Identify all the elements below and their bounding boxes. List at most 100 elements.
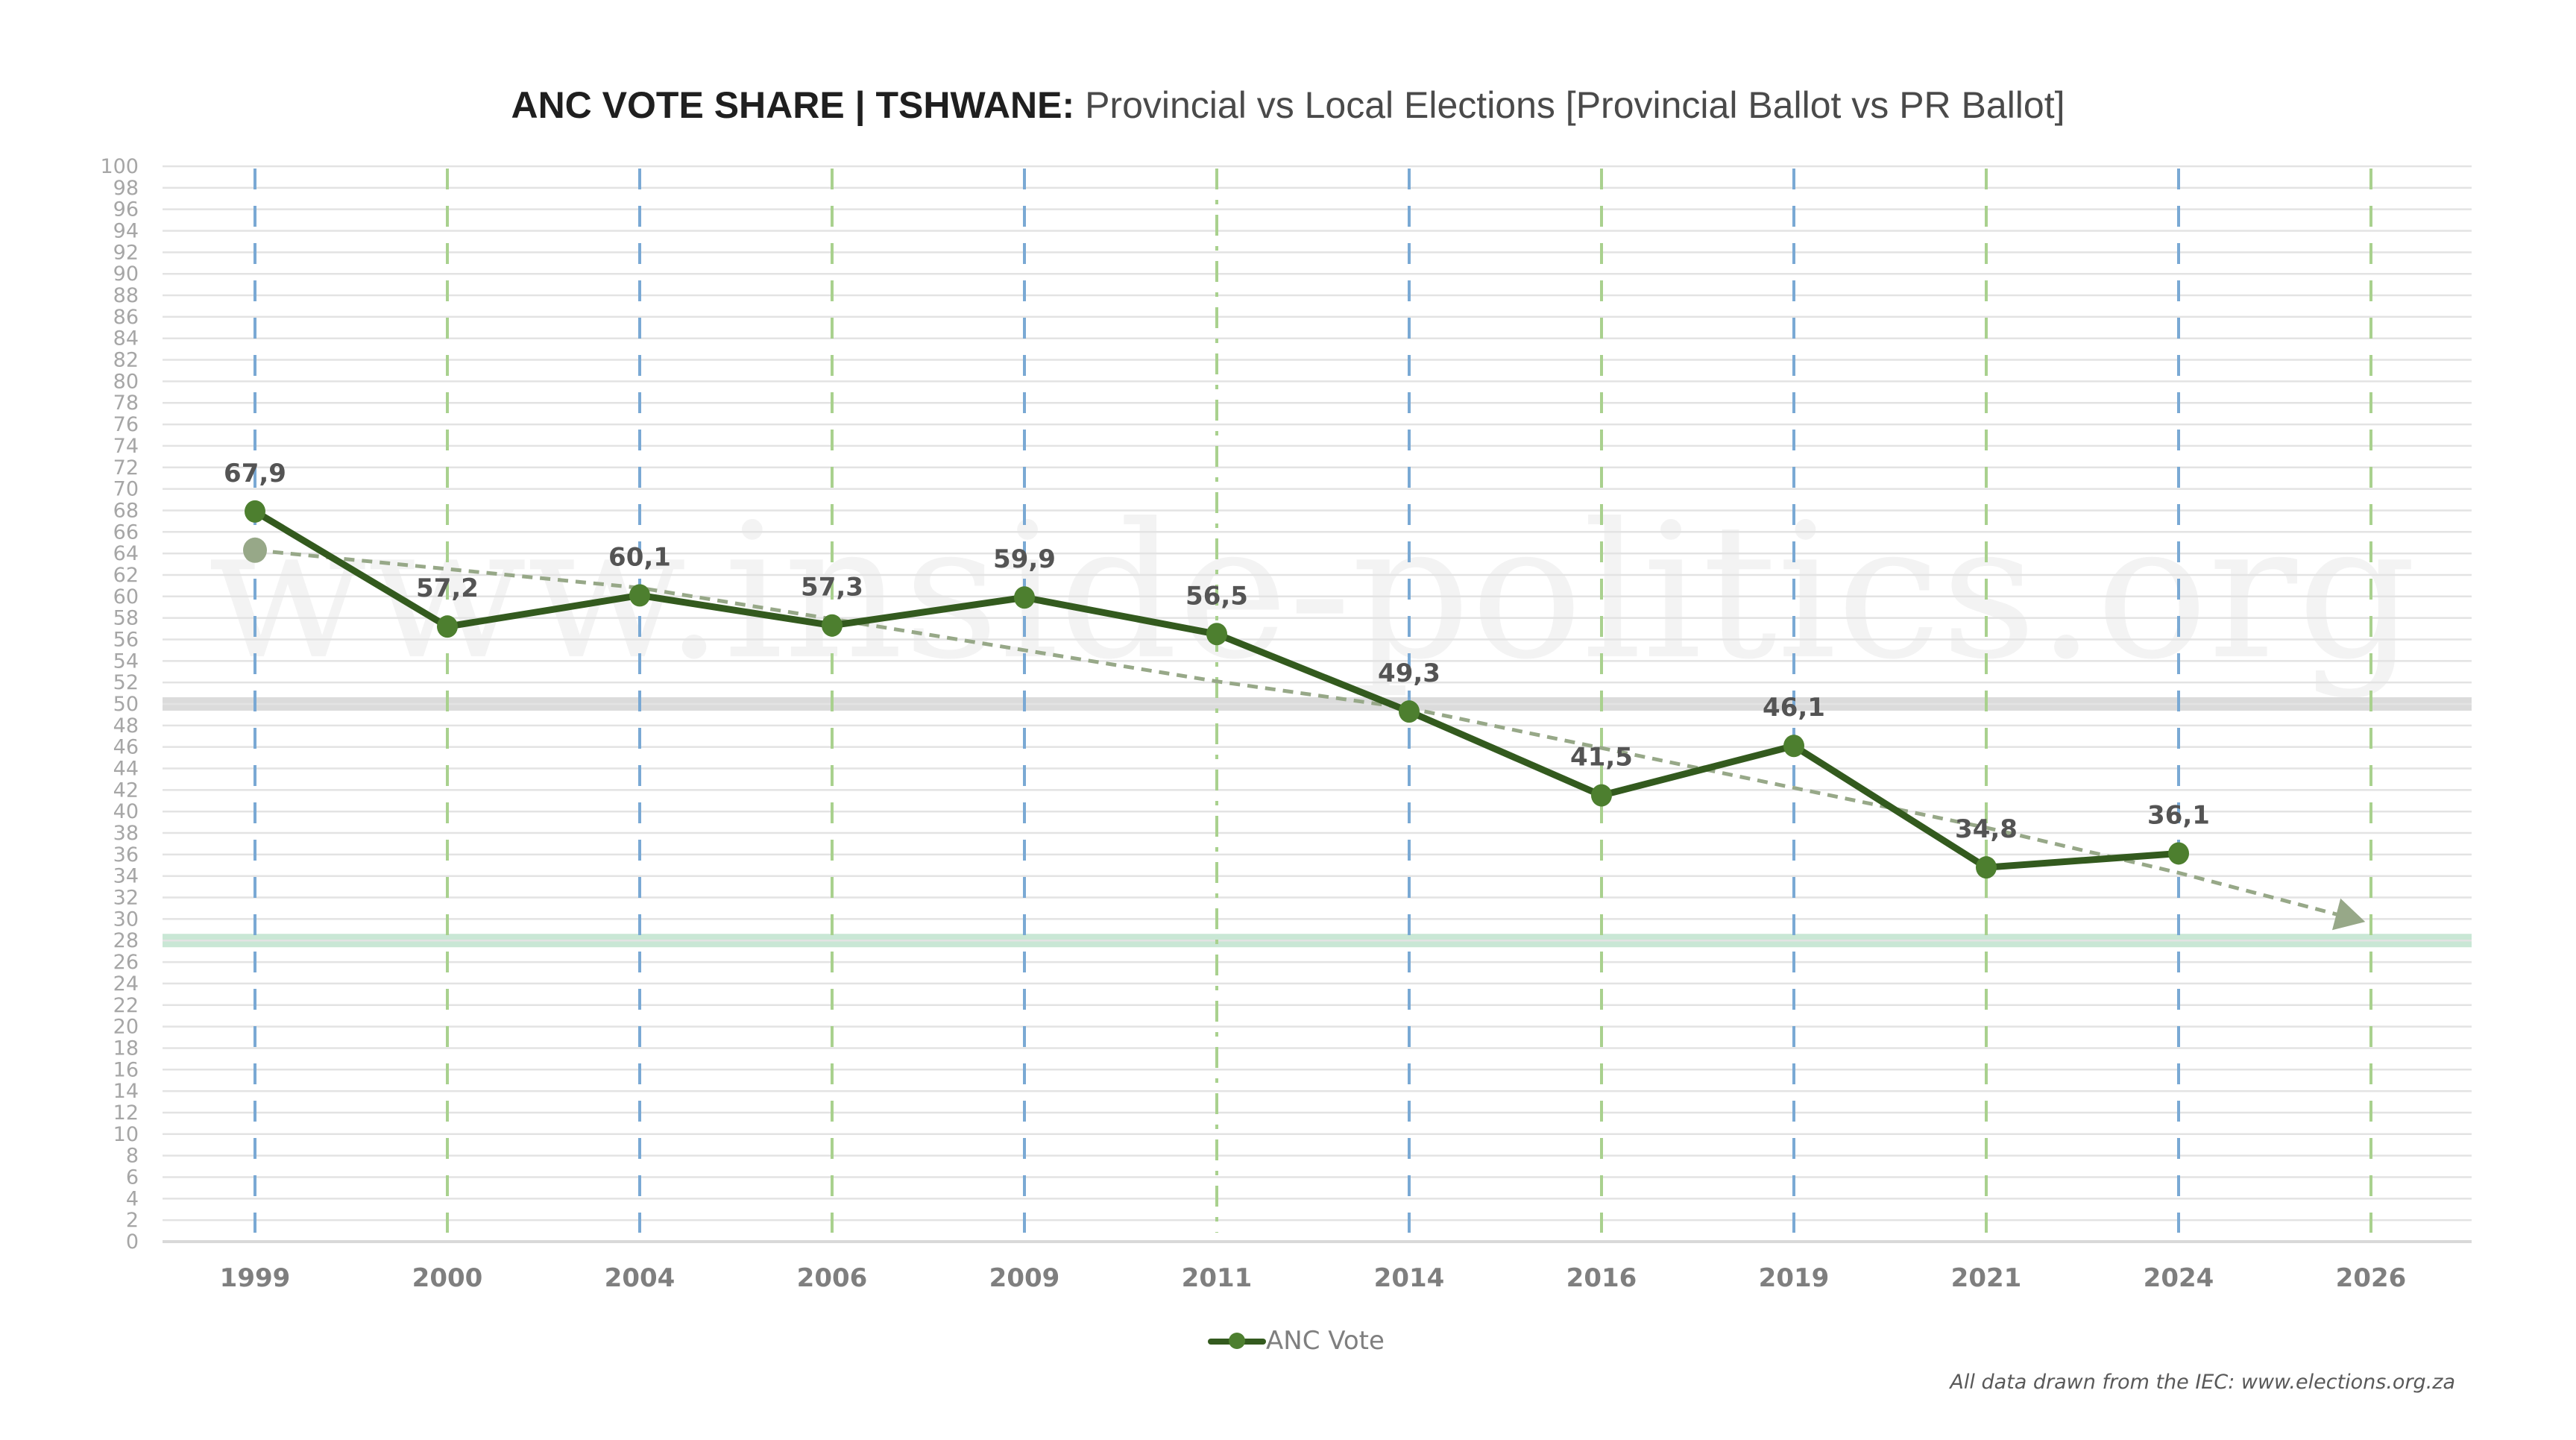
- data-point-marker: [1783, 735, 1804, 758]
- y-tick-label: 24: [113, 972, 139, 996]
- series-anc-vote: [245, 500, 2189, 879]
- y-tick-label: 82: [113, 349, 139, 372]
- watermark-text: www.inside-politics.org: [208, 483, 2416, 700]
- data-point-marker: [1591, 784, 1612, 807]
- y-tick-label: 32: [113, 887, 139, 910]
- y-tick-label: 98: [113, 177, 139, 200]
- y-tick-label: 4: [126, 1187, 139, 1210]
- y-tick-label: 16: [113, 1058, 139, 1081]
- x-tick-label: 2011: [1182, 1263, 1253, 1293]
- data-label: 34,8: [1955, 814, 2018, 844]
- y-tick-label: 50: [113, 693, 139, 716]
- x-tick-label: 2004: [605, 1263, 676, 1293]
- x-axis-ticks: 1999 2000 2004 2006 2009 2011 2014 2016 2019 2021…: [220, 1263, 2407, 1293]
- data-point-marker: [822, 614, 843, 637]
- x-tick-label: 2024: [2144, 1263, 2214, 1293]
- y-tick-label: 86: [113, 306, 139, 329]
- data-label: 46,1: [1763, 693, 1825, 723]
- y-tick-label: 96: [113, 198, 139, 221]
- y-tick-label: 100: [100, 155, 139, 178]
- y-tick-label: 8: [126, 1145, 139, 1168]
- data-point-marker: [245, 500, 265, 523]
- data-point-marker: [1206, 623, 1227, 646]
- data-labels: 67,9 57,2 60,1 57,3 59,9 56,5 49,3 41,5 46,1 34,8…: [224, 459, 2210, 844]
- y-tick-label: 40: [113, 800, 139, 823]
- x-tick-label: 2014: [1374, 1263, 1445, 1293]
- y-tick-label: 52: [113, 671, 139, 694]
- chart-title: ANC VOTE SHARE | TSHWANE: Provincial vs …: [0, 84, 2576, 127]
- y-tick-label: 68: [113, 499, 139, 522]
- data-label: 57,3: [801, 573, 863, 603]
- data-label: 36,1: [2147, 800, 2210, 830]
- y-tick-label: 84: [113, 327, 139, 350]
- y-tick-label: 34: [113, 865, 139, 888]
- y-tick-label: 12: [113, 1101, 139, 1125]
- y-tick-label: 58: [113, 607, 139, 630]
- x-tick-label: 2009: [989, 1263, 1060, 1293]
- data-point-marker: [1976, 856, 1997, 879]
- y-tick-label: 30: [113, 908, 139, 931]
- y-tick-label: 18: [113, 1037, 139, 1060]
- y-tick-label: 62: [113, 564, 139, 587]
- reference-bands: [163, 697, 2472, 948]
- legend-marker-icon: [1208, 1330, 1266, 1352]
- y-tick-label: 66: [113, 521, 139, 544]
- y-tick-label: 14: [113, 1080, 139, 1103]
- x-tick-label: 2021: [1951, 1263, 2022, 1293]
- source-note: All data drawn from the IEC: www.electio…: [1950, 1371, 2455, 1394]
- data-label: 49,3: [1378, 658, 1440, 688]
- y-tick-label: 0: [126, 1230, 139, 1254]
- legend-label-anc-vote: ANC Vote: [1266, 1326, 1385, 1356]
- y-tick-label: 88: [113, 284, 139, 307]
- y-tick-label: 26: [113, 951, 139, 974]
- y-tick-label: 94: [113, 220, 139, 243]
- data-label: 41,5: [1570, 743, 1633, 773]
- y-tick-label: 78: [113, 392, 139, 415]
- data-point-marker: [2168, 842, 2189, 865]
- y-tick-label: 56: [113, 628, 139, 651]
- x-tick-label: 2006: [797, 1263, 868, 1293]
- gridlines: [163, 165, 2472, 1222]
- y-tick-label: 46: [113, 736, 139, 759]
- y-tick-label: 20: [113, 1016, 139, 1039]
- y-axis-ticks: 0246810121416182022242628303234363840424…: [100, 155, 139, 1254]
- x-tick-label: 2016: [1566, 1263, 1637, 1293]
- x-tick-label: 2019: [1759, 1263, 1830, 1293]
- vertical-guides: [253, 169, 2372, 1233]
- chart-title-bold: ANC VOTE SHARE | TSHWANE:: [511, 84, 1075, 126]
- y-tick-label: 38: [113, 822, 139, 845]
- data-point-marker: [1399, 700, 1420, 723]
- y-tick-label: 90: [113, 262, 139, 286]
- y-tick-label: 2: [126, 1209, 139, 1232]
- data-label: 67,9: [224, 459, 286, 488]
- data-point-marker: [1014, 586, 1035, 609]
- data-point-marker: [629, 584, 650, 607]
- legend: ANC Vote: [1208, 1326, 1385, 1356]
- trendline-start-marker: [243, 537, 267, 563]
- y-tick-label: 72: [113, 456, 139, 480]
- y-tick-label: 80: [113, 370, 139, 393]
- x-tick-label: 1999: [220, 1263, 291, 1293]
- y-tick-label: 22: [113, 994, 139, 1017]
- data-point-marker: [437, 615, 458, 638]
- y-tick-label: 42: [113, 779, 139, 802]
- y-tick-label: 6: [126, 1166, 139, 1189]
- data-label: 56,5: [1185, 581, 1248, 611]
- y-tick-label: 44: [113, 758, 139, 781]
- y-tick-label: 64: [113, 542, 139, 565]
- y-tick-label: 10: [113, 1123, 139, 1146]
- y-tick-label: 28: [113, 929, 139, 952]
- data-label: 59,9: [993, 544, 1056, 574]
- y-tick-label: 70: [113, 478, 139, 501]
- x-tick-label: 2026: [2336, 1263, 2407, 1293]
- watermark-layer: www.inside-politics.org: [208, 483, 2416, 700]
- x-tick-label: 2000: [412, 1263, 483, 1293]
- y-tick-label: 74: [113, 435, 139, 458]
- y-tick-label: 76: [113, 413, 139, 436]
- y-tick-label: 36: [113, 843, 139, 867]
- y-tick-label: 54: [113, 650, 139, 673]
- chart-title-subtitle: Provincial vs Local Elections [Provincia…: [1085, 84, 2065, 126]
- y-tick-label: 92: [113, 241, 139, 264]
- y-tick-label: 60: [113, 585, 139, 609]
